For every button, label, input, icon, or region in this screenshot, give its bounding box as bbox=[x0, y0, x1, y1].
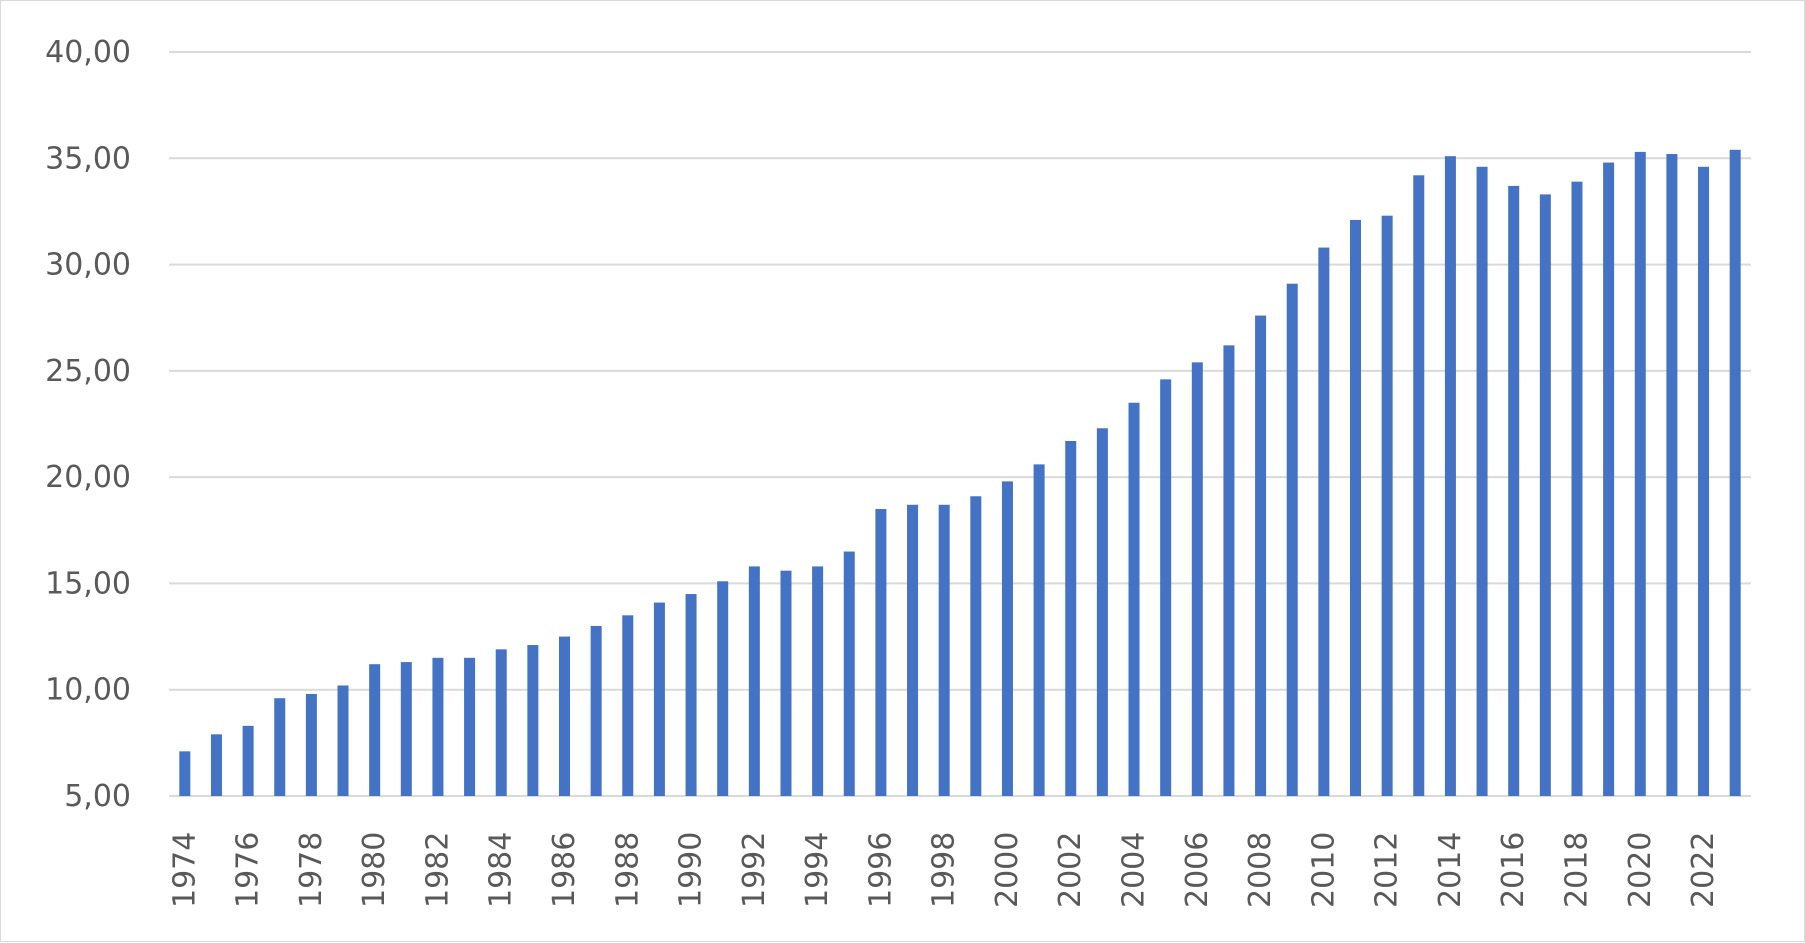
bar-2020 bbox=[1634, 151, 1646, 796]
bar-2015 bbox=[1476, 166, 1488, 796]
x-tick-label: 2010 bbox=[1306, 832, 1341, 908]
x-axis-tick-labels: 1974 1976 1978 1980 1982 1984 1986 1988 1990 1992… bbox=[167, 832, 1721, 908]
x-tick-label: 2012 bbox=[1370, 832, 1405, 908]
x-tick-label: 2000 bbox=[990, 832, 1025, 908]
y-tick-label: 5,00 bbox=[64, 779, 131, 814]
y-tick-label: 15,00 bbox=[45, 566, 131, 601]
y-tick-label: 25,00 bbox=[45, 354, 131, 389]
bar-1982 bbox=[432, 657, 444, 796]
bar-1994 bbox=[812, 566, 824, 796]
bar-1974 bbox=[179, 751, 191, 796]
y-axis-tick-labels: 5,00 10,00 15,00 20,00 25,00 30,00 35,00 40,00 bbox=[45, 35, 131, 814]
bar-1985 bbox=[527, 645, 539, 796]
bar-2014 bbox=[1444, 156, 1456, 796]
bar-2018 bbox=[1571, 181, 1583, 796]
bar-2001 bbox=[1033, 464, 1045, 796]
x-tick-label: 1984 bbox=[484, 832, 519, 908]
bar-1996 bbox=[875, 509, 887, 796]
bar-2004 bbox=[1128, 402, 1140, 796]
bar-1979 bbox=[337, 685, 349, 796]
bar-2006 bbox=[1191, 362, 1203, 796]
x-tick-label: 2006 bbox=[1180, 832, 1215, 908]
x-tick-label: 1996 bbox=[863, 832, 898, 908]
bar-2013 bbox=[1413, 175, 1425, 796]
x-tick-label: 1982 bbox=[420, 832, 455, 908]
bar-1988 bbox=[622, 615, 634, 796]
bar-1995 bbox=[843, 551, 855, 796]
x-tick-label: 1986 bbox=[547, 832, 582, 908]
x-tick-label: 1976 bbox=[231, 832, 266, 908]
x-tick-label: 1992 bbox=[737, 832, 772, 908]
bar-2007 bbox=[1223, 345, 1235, 796]
bar-2003 bbox=[1096, 428, 1108, 796]
x-tick-label: 1988 bbox=[610, 832, 645, 908]
y-tick-label: 10,00 bbox=[45, 673, 131, 708]
x-tick-label: 1990 bbox=[674, 832, 709, 908]
bar-2023 bbox=[1729, 149, 1741, 797]
bar-1998 bbox=[938, 504, 950, 796]
bar-1987 bbox=[590, 625, 602, 796]
bar-2016 bbox=[1508, 185, 1520, 797]
x-tick-label: 1980 bbox=[357, 832, 392, 908]
bar-1997 bbox=[907, 504, 919, 796]
x-tick-label: 2020 bbox=[1623, 832, 1658, 908]
x-tick-label: 2002 bbox=[1053, 832, 1088, 908]
bar-1986 bbox=[559, 636, 570, 796]
x-tick-label: 2014 bbox=[1433, 832, 1468, 908]
bar-1991 bbox=[717, 581, 729, 796]
x-tick-label: 2022 bbox=[1686, 832, 1721, 908]
y-tick-label: 30,00 bbox=[45, 248, 131, 283]
bar-2010 bbox=[1318, 247, 1330, 796]
bar-1990 bbox=[685, 594, 697, 796]
bar-1976 bbox=[242, 725, 254, 796]
bar-1999 bbox=[970, 496, 982, 796]
bar-1992 bbox=[748, 566, 760, 796]
bar-1989 bbox=[653, 602, 665, 796]
bar-2009 bbox=[1286, 283, 1298, 796]
bar-1984 bbox=[495, 649, 507, 796]
bar-2000 bbox=[1001, 481, 1013, 796]
bar-2002 bbox=[1065, 441, 1077, 796]
y-tick-label: 35,00 bbox=[45, 141, 131, 176]
bar-1981 bbox=[400, 662, 412, 796]
x-tick-label: 1994 bbox=[800, 832, 835, 908]
bar-2022 bbox=[1698, 166, 1710, 796]
x-tick-label: 1974 bbox=[167, 832, 202, 908]
y-tick-label: 40,00 bbox=[45, 35, 131, 70]
bar-2019 bbox=[1603, 162, 1615, 797]
bar-1993 bbox=[780, 570, 792, 796]
x-tick-label: 2016 bbox=[1496, 832, 1531, 908]
bar-1977 bbox=[274, 698, 286, 796]
x-tick-label: 1998 bbox=[927, 832, 962, 908]
bar-2021 bbox=[1666, 154, 1678, 796]
x-tick-label: 1978 bbox=[294, 832, 329, 908]
x-tick-label: 2004 bbox=[1117, 832, 1152, 908]
bar-1980 bbox=[369, 664, 381, 796]
bar-2012 bbox=[1381, 215, 1393, 796]
bar-2011 bbox=[1350, 219, 1361, 797]
bar-2005 bbox=[1160, 379, 1172, 796]
bar-2008 bbox=[1255, 315, 1267, 796]
x-tick-label: 2008 bbox=[1243, 832, 1278, 908]
y-tick-label: 20,00 bbox=[45, 460, 131, 495]
x-tick-label: 2018 bbox=[1559, 832, 1594, 908]
bar-1975 bbox=[210, 734, 222, 796]
bar-1983 bbox=[464, 657, 476, 796]
bar-1978 bbox=[305, 693, 317, 796]
bar-2017 bbox=[1539, 194, 1551, 796]
bars bbox=[179, 149, 1741, 797]
